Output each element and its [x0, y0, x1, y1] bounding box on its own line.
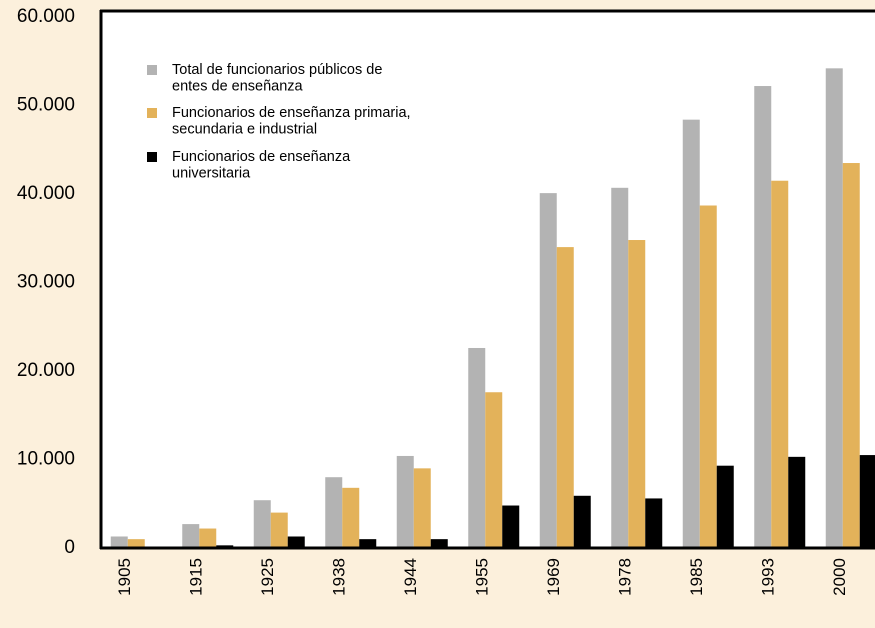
bar — [396, 455, 414, 548]
y-tick-label: 0 — [64, 537, 75, 558]
x-tick-label: 2000 — [830, 558, 849, 596]
legend-swatch — [147, 108, 157, 118]
x-tick-label: 1944 — [401, 558, 420, 596]
legend-entry: Total de funcionarios públicos de entes d… — [147, 62, 382, 95]
x-tick-label: 1905 — [115, 558, 134, 596]
bar — [270, 512, 288, 548]
legend-label: Funcionarios de enseñanza universitaria — [172, 149, 351, 182]
bar — [359, 539, 377, 548]
bar — [468, 347, 486, 548]
bar — [342, 487, 360, 548]
bar — [127, 539, 145, 548]
legend-entry: Funcionarios de enseñanza primaria, secun… — [147, 105, 411, 138]
bar — [539, 193, 557, 549]
bar — [413, 468, 431, 548]
x-tick-label: 1915 — [187, 558, 206, 596]
x-tick-label: 1938 — [330, 558, 349, 596]
y-tick-label: 30.000 — [17, 272, 75, 293]
bar — [716, 465, 734, 548]
x-tick-label: 1969 — [544, 558, 563, 596]
x-tick-label: 1955 — [473, 558, 492, 596]
legend-swatch — [147, 65, 157, 75]
x-tick-label: 1925 — [258, 558, 277, 596]
bar — [859, 455, 875, 548]
bar — [287, 536, 305, 548]
y-tick-label: 10.000 — [17, 449, 75, 470]
bar — [771, 180, 789, 548]
legend-label: Total de funcionarios públicos de entes d… — [172, 62, 382, 95]
bar — [182, 524, 200, 548]
legend-entry: Funcionarios de enseñanza universitaria — [147, 149, 351, 182]
y-tick-label: 60.000 — [17, 6, 75, 27]
bar — [430, 539, 448, 548]
bar — [628, 240, 646, 548]
bar — [825, 68, 843, 548]
bar — [502, 505, 520, 548]
bar — [682, 119, 700, 548]
bar — [485, 392, 503, 548]
y-tick-label: 50.000 — [17, 95, 75, 116]
x-tick-label: 1993 — [759, 558, 778, 596]
bar — [199, 528, 217, 548]
legend-swatch — [147, 152, 157, 162]
x-tick-label: 1978 — [616, 558, 635, 596]
bar — [842, 163, 860, 548]
y-tick-label: 40.000 — [17, 183, 75, 204]
bar — [253, 500, 271, 548]
x-tick-label: 1985 — [687, 558, 706, 596]
bar — [325, 477, 343, 548]
bar — [754, 86, 772, 548]
bar — [611, 187, 629, 548]
bar — [110, 536, 128, 548]
bar — [556, 247, 574, 548]
bar — [645, 498, 663, 548]
bar — [788, 456, 806, 548]
bar — [699, 205, 717, 548]
y-tick-label: 20.000 — [17, 360, 75, 381]
legend-label: Funcionarios de enseñanza primaria, secun… — [172, 105, 411, 138]
bar — [573, 495, 591, 548]
